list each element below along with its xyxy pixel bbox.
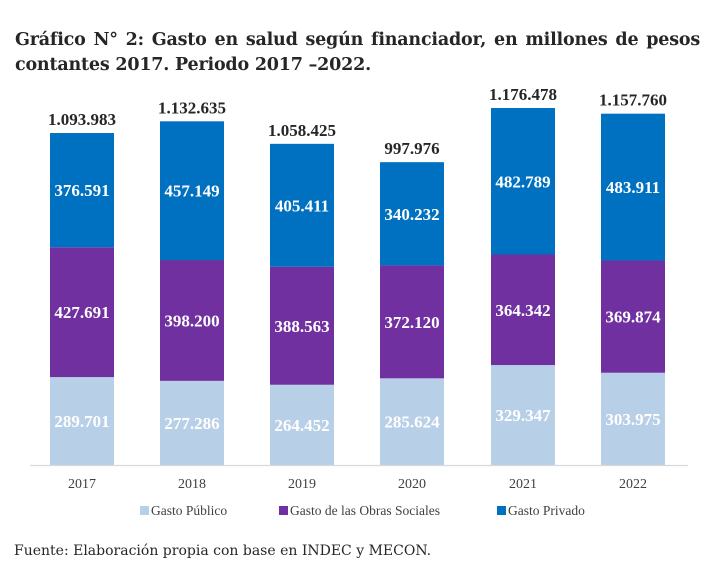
total-label: 1.132.635 [158, 98, 226, 117]
chart-title: Gráfico N° 2: Gasto en salud según finan… [15, 30, 700, 75]
data-label: 388.563 [274, 317, 329, 336]
legend-swatch [497, 506, 506, 515]
legend-label: Gasto Privado [508, 503, 585, 518]
legend: Gasto Público Gasto de las Obras Sociales… [140, 503, 585, 518]
total-label: 1.093.983 [48, 110, 116, 129]
bar-segment-2-2017 [50, 133, 114, 248]
data-label: 285.624 [384, 413, 440, 432]
data-label: 427.691 [54, 303, 109, 322]
bar-segment-0-2017 [50, 377, 114, 465]
data-label: 457.149 [164, 182, 219, 201]
x-tick-label: 2018 [178, 477, 206, 492]
data-label: 340.232 [384, 205, 439, 224]
x-tick-label: 2020 [398, 477, 426, 492]
legend-label: Gasto de las Obras Sociales [290, 503, 440, 518]
bar-segment-1-2017 [50, 247, 114, 378]
legend-label: Gasto Público [151, 503, 227, 518]
bar-segment-2-2021 [491, 108, 555, 255]
x-tick-label: 2021 [509, 477, 537, 492]
data-label: 329.347 [495, 406, 551, 425]
bar-segment-0-2020 [380, 378, 444, 465]
bar-segment-2-2018 [160, 121, 224, 261]
bar-segment-1-2021 [491, 254, 555, 366]
data-label: 372.120 [384, 313, 439, 332]
data-label: 482.789 [495, 172, 550, 191]
total-label: 997.976 [384, 139, 439, 158]
bar-segment-0-2022 [601, 372, 665, 465]
bar-segment-2-2022 [601, 113, 665, 261]
data-label: 277.286 [164, 414, 219, 433]
data-label: 398.200 [164, 311, 219, 330]
source-note: Fuente: Elaboración propia con base en I… [14, 543, 432, 559]
bar-segment-2-2019 [270, 143, 334, 267]
bar-segment-0-2021 [491, 365, 555, 465]
data-label: 405.411 [275, 196, 329, 215]
legend-swatch [140, 506, 149, 515]
total-label: 1.157.760 [599, 91, 667, 110]
x-tick-label: 2017 [68, 477, 96, 492]
bar-segment-1-2020 [380, 265, 444, 379]
data-label: 369.874 [605, 308, 661, 327]
bar-segment-2-2020 [380, 162, 444, 266]
data-label: 483.911 [606, 178, 660, 197]
x-tick-labels: 2017 2018 2019 2020 2021 2022 [68, 477, 647, 492]
data-label: 364.342 [495, 301, 550, 320]
bar-segment-0-2018 [160, 380, 224, 465]
total-label: 1.058.425 [268, 121, 336, 140]
bar-segment-1-2019 [270, 266, 334, 385]
bar-segment-1-2022 [601, 260, 665, 373]
data-label: 376.591 [54, 181, 109, 200]
bar-segment-0-2019 [270, 384, 334, 465]
bar-segment-1-2018 [160, 260, 224, 381]
data-label: 264.452 [274, 416, 329, 435]
x-tick-label: 2022 [619, 477, 647, 492]
data-label: 289.701 [54, 412, 109, 431]
bars-layer: 289.701 427.691 376.591 1.093.983 277.286 398… [48, 85, 667, 465]
total-label: 1.176.478 [489, 85, 557, 104]
data-label: 303.975 [605, 410, 660, 429]
legend-swatch [279, 506, 288, 515]
x-tick-label: 2019 [288, 477, 316, 492]
